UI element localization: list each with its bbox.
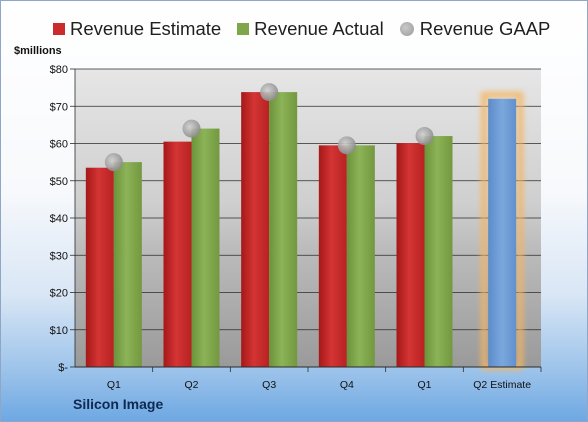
y-tick-label: $30 xyxy=(50,250,68,262)
bar-revenue-actual xyxy=(346,145,375,367)
y-tick-label: $20 xyxy=(50,288,68,300)
legend-swatch-actual xyxy=(237,23,250,35)
y-tick-label: $80 xyxy=(50,64,68,76)
bar-q2-estimate xyxy=(488,98,517,368)
legend-label-actual: Revenue Actual xyxy=(254,18,384,39)
bar-revenue-actual xyxy=(113,162,142,367)
bar-revenue-estimate xyxy=(85,167,114,367)
x-tick-label: Q4 xyxy=(340,379,354,391)
legend-revenue-gaap: Revenue GAAP xyxy=(399,18,551,40)
x-tick-label: Q2 Estimate xyxy=(473,379,531,391)
bar-revenue-estimate xyxy=(241,92,270,367)
marker-revenue-gaap xyxy=(260,83,279,102)
bar-revenue-estimate xyxy=(318,145,347,367)
x-tick-label: Q2 xyxy=(184,379,198,391)
marker-revenue-gaap xyxy=(104,153,123,172)
legend-revenue-estimate: Revenue Estimate xyxy=(53,18,221,40)
bar-revenue-actual xyxy=(424,136,453,367)
bar-revenue-actual xyxy=(269,92,298,367)
y-tick-label: $40 xyxy=(50,213,68,225)
legend-label-gaap: Revenue GAAP xyxy=(419,18,551,39)
x-tick-label: Q1 xyxy=(417,379,431,391)
marker-revenue-gaap xyxy=(415,127,434,146)
y-tick-label: $10 xyxy=(50,325,68,337)
legend-marker-gaap xyxy=(399,22,414,36)
x-tick-label: Q3 xyxy=(262,379,276,391)
bar-revenue-estimate xyxy=(396,143,425,367)
y-axis-unit-label: $millions xyxy=(14,45,62,57)
legend-label-estimate: Revenue Estimate xyxy=(70,18,222,39)
bar-revenue-actual xyxy=(191,128,220,367)
y-tick-label: $60 xyxy=(50,139,68,151)
bar-revenue-estimate xyxy=(163,141,192,367)
company-name: Silicon Image xyxy=(73,396,164,412)
y-tick-label: $70 xyxy=(50,101,68,113)
marker-revenue-gaap xyxy=(182,119,201,138)
y-tick-label: $50 xyxy=(50,176,68,188)
x-tick-label: Q1 xyxy=(107,379,121,391)
legend-swatch-estimate xyxy=(53,23,65,35)
legend: Revenue Estimate Revenue Actual Revenue … xyxy=(53,18,587,40)
legend-revenue-actual: Revenue Actual xyxy=(237,18,384,40)
y-tick-label: $- xyxy=(58,362,68,374)
marker-revenue-gaap xyxy=(337,136,356,155)
